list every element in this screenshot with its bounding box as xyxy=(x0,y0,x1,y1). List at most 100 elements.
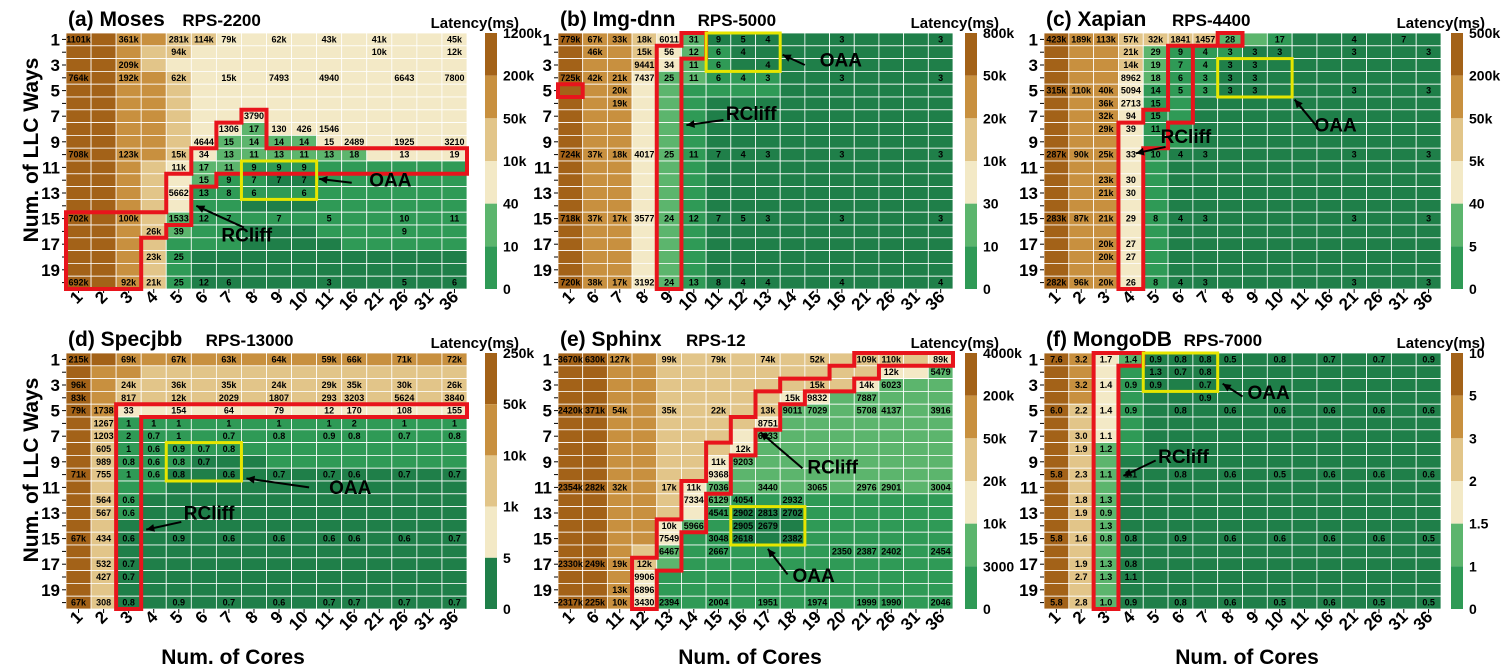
cell-value: 54k xyxy=(612,406,628,416)
heatmap-cell xyxy=(316,442,343,456)
heatmap-cell xyxy=(829,83,855,98)
cell-value: 0.6 xyxy=(1373,470,1386,480)
y-tick-label: 15 xyxy=(533,530,552,549)
cell-value: 67k xyxy=(171,354,187,364)
cell-value: 3 xyxy=(1252,60,1257,70)
cell-value: 0.6 xyxy=(1224,598,1237,608)
x-tick-label: 11 xyxy=(311,287,337,313)
heatmap-cell xyxy=(1366,134,1392,149)
x-tick-label: 21 xyxy=(360,607,387,634)
cell-value: 26 xyxy=(1126,278,1136,288)
heatmap-cell xyxy=(878,390,905,405)
heatmap-cell xyxy=(366,96,393,111)
cell-value: 15 xyxy=(199,175,209,185)
cell-value: 0.6 xyxy=(273,598,286,608)
heatmap-cell xyxy=(1142,493,1169,507)
heatmap-cell xyxy=(90,365,117,379)
heatmap-cell xyxy=(804,147,830,162)
heatmap-cell xyxy=(341,237,368,252)
heatmap-cell xyxy=(631,519,658,533)
y-tick-label: 19 xyxy=(41,581,60,600)
heatmap-cell xyxy=(1142,531,1169,546)
heatmap-cell xyxy=(341,58,368,72)
heatmap-cell xyxy=(1390,506,1417,520)
cell-value: 3210 xyxy=(444,137,464,147)
heatmap-cell xyxy=(927,96,954,111)
heatmap-cell xyxy=(1366,442,1392,456)
heatmap-cell xyxy=(656,134,682,149)
heatmap-cell xyxy=(1068,262,1095,277)
heatmap-cell xyxy=(730,58,756,72)
heatmap-cell xyxy=(1093,71,1119,85)
heatmap-cell xyxy=(927,416,954,431)
heatmap-cell xyxy=(705,519,732,533)
colorbar-tick-label: 1.5 xyxy=(1469,516,1489,532)
heatmap-cell xyxy=(829,160,855,175)
heatmap-cell xyxy=(853,570,880,584)
heatmap-cell xyxy=(755,531,781,546)
x-tick-label: 31 xyxy=(1385,607,1412,634)
heatmap-cell xyxy=(241,71,267,85)
heatmap-cell xyxy=(416,531,443,546)
x-tick-label: 19 xyxy=(798,607,825,634)
heatmap-cell xyxy=(416,429,443,443)
heatmap-cell xyxy=(1366,454,1392,469)
heatmap-cell xyxy=(1291,122,1318,136)
heatmap-cell xyxy=(241,454,267,469)
heatmap-cell xyxy=(804,519,830,533)
heatmap-cell xyxy=(291,595,318,610)
heatmap-cell xyxy=(1217,493,1243,507)
cell-value: 2618 xyxy=(733,534,753,544)
heatmap-cell xyxy=(140,544,167,559)
cell-value: 0.7 xyxy=(1199,380,1212,390)
colorbar-tick-label: 500k xyxy=(1469,25,1500,41)
cell-value: 283k xyxy=(1046,214,1067,224)
heatmap-cell xyxy=(903,403,929,418)
heatmap-cell xyxy=(266,262,292,277)
heatmap-cell xyxy=(656,442,682,456)
cell-value: 0.7 xyxy=(198,444,211,454)
cell-value: 1.3 xyxy=(1100,495,1113,505)
heatmap-cell xyxy=(1068,237,1095,252)
heatmap-cell xyxy=(903,531,929,546)
heatmap-cell xyxy=(1266,224,1293,239)
heatmap-cell xyxy=(804,531,830,546)
cell-value: 720k xyxy=(560,278,581,288)
heatmap-cell xyxy=(1217,506,1243,520)
heatmap-cell xyxy=(903,32,929,47)
heatmap-cell xyxy=(366,557,393,571)
heatmap-cell xyxy=(878,506,905,520)
panel-rps: RPS-12 xyxy=(686,331,746,350)
heatmap-cell xyxy=(1366,544,1392,559)
cell-value: 7.6 xyxy=(1050,354,1063,364)
heatmap-cell xyxy=(804,109,830,124)
colorbar-title: Latency(ms) xyxy=(431,15,519,32)
heatmap-cell xyxy=(241,570,267,584)
heatmap-cell xyxy=(291,352,318,367)
rcliff-arrow-head xyxy=(146,524,155,532)
x-tick-label: 8 xyxy=(242,287,262,307)
heatmap-cell xyxy=(903,557,929,571)
heatmap-cell xyxy=(878,224,905,239)
heatmap-cell xyxy=(1043,58,1070,72)
heatmap-cell xyxy=(1266,96,1293,111)
heatmap-cell xyxy=(853,583,880,597)
heatmap-cell xyxy=(291,467,318,482)
cell-value: 0.7 xyxy=(273,470,286,480)
cell-value: 3004 xyxy=(931,482,951,492)
heatmap-cell xyxy=(140,147,167,162)
oaa-box xyxy=(1141,351,1220,393)
heatmap-cell xyxy=(878,275,905,290)
heatmap-cell xyxy=(1366,173,1392,188)
heatmap-cell xyxy=(1167,493,1194,507)
heatmap-cell xyxy=(779,32,806,47)
heatmap-cell xyxy=(90,544,117,559)
heatmap-cell xyxy=(190,544,217,559)
cell-value: 5.8 xyxy=(1050,534,1063,544)
heatmap-cell xyxy=(853,173,880,188)
heatmap-cell xyxy=(215,570,242,584)
heatmap-cell xyxy=(1118,416,1144,431)
heatmap-cell xyxy=(266,186,292,200)
heatmap-cell xyxy=(215,583,242,597)
